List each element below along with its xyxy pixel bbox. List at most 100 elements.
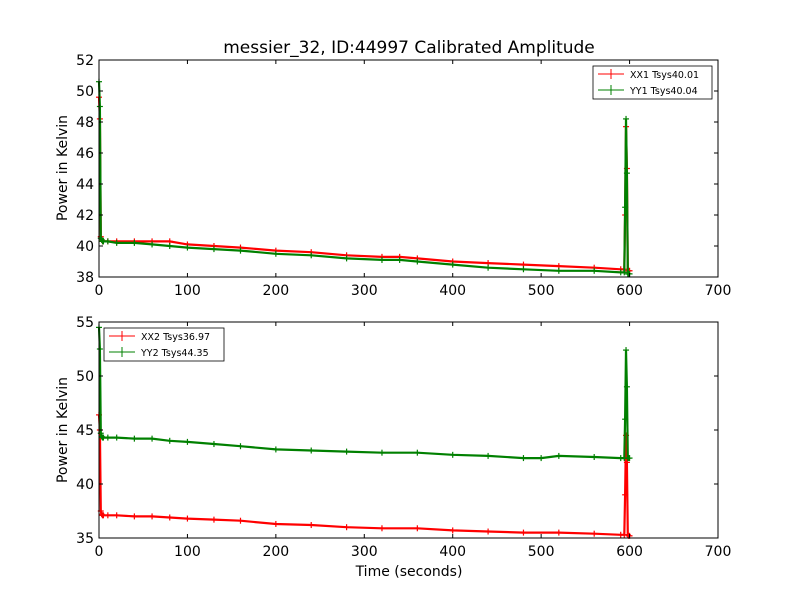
bottom-series-1-point [623, 347, 630, 354]
top-x-tick-label: 500 [528, 283, 555, 299]
bottom-series-1-point [272, 446, 279, 453]
top-legend-label-yy1: YY1 Tsys40.04 [629, 86, 698, 97]
top-x-tick-label: 0 [95, 283, 104, 299]
bottom-series-0-point [131, 513, 138, 520]
top-y-tick-label: 40 [76, 239, 94, 255]
bottom-legend-label-xx2: XX2 Tsys36.97 [141, 332, 210, 343]
bottom-series-1-point [104, 434, 111, 441]
bottom-legend-entry-yy2: YY2 Tsys44.35 [109, 347, 209, 359]
bottom-series-0-point [104, 512, 111, 519]
top-series-1-point [520, 266, 527, 273]
bottom-x-tick-label: 700 [705, 544, 732, 560]
top-series-1-point [414, 258, 421, 265]
top-legend-entry-yy1: YY1 Tsys40.04 [598, 85, 698, 97]
top-legend-box [592, 65, 713, 100]
top-x-tick-label: 600 [616, 283, 643, 299]
bottom-series-0-point [166, 514, 173, 521]
top-x-tick-label: 400 [439, 283, 466, 299]
bottom-legend-box [103, 327, 225, 362]
bottom-series-0-point [414, 525, 421, 532]
bottom-legend-entry-xx2: XX2 Tsys36.97 [109, 331, 210, 343]
bottom-series-1-point [308, 447, 315, 454]
bottom-series-0-point [591, 530, 598, 537]
top-y-tick-label: 38 [76, 270, 94, 286]
top-x-tick-label: 100 [174, 283, 201, 299]
bottom-series-1-point [343, 448, 350, 455]
top-legend: XX1 Tsys40.01 YY1 Tsys40.04 [592, 65, 713, 100]
bottom-series-0-point [378, 525, 385, 532]
bottom-series-0-point [622, 491, 629, 498]
bottom-series-1-point [414, 449, 421, 456]
bottom-series-0-point [210, 516, 217, 523]
bottom-series-1-point [210, 441, 217, 448]
top-series-1-point [272, 250, 279, 257]
top-series-1-point [308, 252, 315, 259]
bottom-series-1-point [378, 449, 385, 456]
bottom-series-1-point [485, 452, 492, 459]
top-y-tick-label: 48 [76, 115, 94, 131]
top-y-tick-label: 50 [76, 84, 94, 100]
top-series-1-point [131, 239, 138, 246]
top-series-1-point [166, 243, 173, 249]
bottom-y-tick-label: 50 [76, 369, 94, 385]
bottom-x-tick-label: 0 [95, 544, 104, 560]
bottom-y-tick-label: 45 [76, 423, 94, 439]
top-series-1-point [623, 170, 630, 177]
top-ticks-group: 0 100 200 300 400 500 600 700 38 40 42 44 46 48 50 52 [76, 53, 731, 299]
bottom-series-group [96, 324, 633, 539]
top-x-tick-label: 200 [262, 283, 289, 299]
bottom-x-tick-label: 200 [262, 544, 289, 560]
top-series-1-point [378, 256, 385, 263]
bottom-plot-frame [98, 321, 719, 539]
bottom-series-0-point [149, 513, 156, 520]
top-series-1-point [184, 244, 191, 251]
bottom-series-1-point [237, 443, 244, 450]
top-series-1-point [396, 256, 403, 263]
bottom-series-0-point [520, 529, 527, 536]
bottom-series-1-point [538, 455, 545, 462]
top-series-1-point [104, 238, 111, 245]
bottom-x-tick-label: 400 [439, 544, 466, 560]
top-y-tick-label: 42 [76, 208, 94, 224]
top-series-1-point [237, 247, 244, 254]
bottom-x-tick-label: 100 [174, 544, 201, 560]
bottom-x-tick-label: 600 [616, 544, 643, 560]
top-series-group [96, 78, 633, 277]
top-y-tick-label: 46 [76, 146, 94, 162]
bottom-series-0-point [184, 515, 191, 522]
bottom-y-axis-label: Power in Kelvin [55, 377, 71, 483]
top-series-1-point [622, 204, 629, 211]
bottom-series-1-point [96, 346, 103, 352]
bottom-series-0-point [237, 517, 244, 524]
top-series-1-point [623, 115, 630, 122]
bottom-series-1-point [149, 435, 156, 442]
top-y-tick-label: 52 [76, 53, 94, 69]
top-series-1-point [113, 239, 120, 246]
top-y-axis-label: Power in Kelvin [55, 115, 71, 221]
bottom-legend-label-yy2: YY2 Tsys44.35 [140, 348, 209, 359]
top-series-1-point [555, 267, 562, 274]
top-series-1-point [149, 241, 156, 248]
bottom-series-0-point [623, 459, 630, 466]
bottom-series-0-point [308, 522, 315, 529]
bottom-series-1-point [449, 451, 456, 458]
bottom-ticks-group: 0 100 200 300 400 500 600 700 35 40 45 50 55 [76, 315, 731, 560]
top-series-1-point [485, 264, 492, 271]
top-series-1-point [343, 255, 350, 262]
bottom-series-0-point [343, 524, 350, 531]
bottom-x-tick-label: 300 [351, 544, 378, 560]
top-series-1-point [210, 246, 217, 253]
bottom-series-1-point [113, 434, 120, 441]
top-panel: messier_32, ID:44997 Calibrated Amplitud… [55, 38, 731, 299]
bottom-series-1-point [131, 435, 138, 442]
bottom-series-0-point [449, 527, 456, 534]
bottom-series-1-point [626, 455, 633, 462]
bottom-series-0-point [555, 529, 562, 536]
bottom-series-1-point [184, 438, 191, 445]
bottom-series-1-point [622, 416, 629, 423]
bottom-series-1-point [591, 454, 598, 460]
top-plot-frame [98, 59, 719, 278]
bottom-x-axis-label: Time (seconds) [355, 564, 463, 580]
top-series-1-point [621, 269, 628, 276]
